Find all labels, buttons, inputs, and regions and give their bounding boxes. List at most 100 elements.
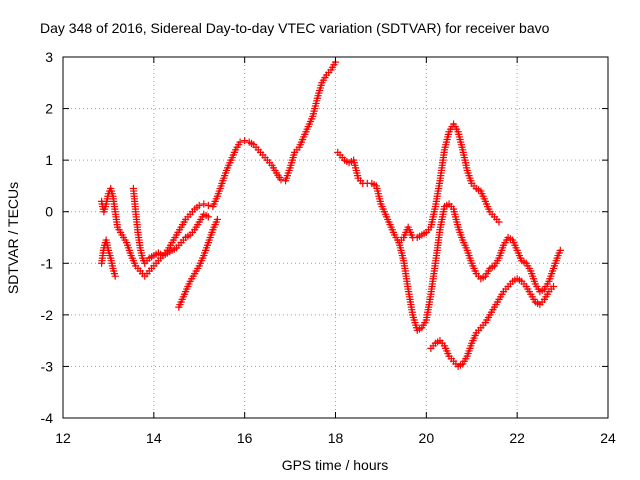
trace-mark xyxy=(166,241,175,249)
trace-mark xyxy=(467,257,475,265)
trace-mark xyxy=(321,74,329,82)
series-2-dense-trace xyxy=(98,239,119,278)
trace-mark xyxy=(147,264,156,273)
trace-mark xyxy=(208,228,216,236)
trace-mark xyxy=(484,267,493,275)
trace-mark xyxy=(370,181,378,189)
trace-mark xyxy=(474,326,483,334)
trace-mark xyxy=(221,169,230,177)
chart-title: Day 348 of 2016, Sidereal Day-to-day VTE… xyxy=(40,20,550,36)
trace-mark xyxy=(530,277,539,285)
trace-mark xyxy=(202,211,210,220)
trace-mark xyxy=(121,236,129,244)
trace-mark xyxy=(479,321,487,329)
y-tick-label: -3 xyxy=(41,358,54,374)
trace-mark xyxy=(261,153,269,162)
trace-mark xyxy=(525,264,533,273)
trace-mark xyxy=(467,342,475,350)
trace-mark xyxy=(444,349,452,358)
trace-mark xyxy=(199,254,207,262)
trace-mark xyxy=(453,125,461,133)
trace-mark xyxy=(330,61,338,69)
trace-mark xyxy=(434,338,442,346)
trace-mark xyxy=(338,153,346,162)
trace-mark xyxy=(226,159,234,167)
trace-mark xyxy=(431,205,439,213)
y-tick-labels: -4 -3 -2 -1 0 1 2 3 xyxy=(41,49,54,426)
trace-mark xyxy=(538,286,546,294)
y-tick-label: 3 xyxy=(45,49,53,65)
trace-mark xyxy=(456,361,464,369)
trace-mark xyxy=(420,230,428,238)
trace-mark xyxy=(543,280,552,288)
trace-mark xyxy=(161,250,169,258)
trace-mark xyxy=(247,139,256,147)
trace-mark xyxy=(170,245,178,253)
trace-mark xyxy=(399,254,407,262)
trace-mark xyxy=(285,166,293,175)
series-6-dense-trace xyxy=(396,201,563,333)
trace-mark xyxy=(110,270,119,278)
y-tick-label: -4 xyxy=(41,410,54,426)
trace-mark xyxy=(298,135,307,144)
trace-mark xyxy=(325,68,333,77)
trace-mark xyxy=(134,264,142,273)
trace-mark xyxy=(180,218,188,226)
trace-mark xyxy=(136,241,144,249)
series-5-dense-trace xyxy=(338,123,501,244)
x-tick-label: 16 xyxy=(237,430,253,446)
trace-mark xyxy=(488,263,496,271)
trace-mark xyxy=(194,264,202,273)
trace-mark xyxy=(412,324,421,332)
trace-mark xyxy=(480,195,488,203)
trace-mark xyxy=(421,318,429,327)
series-3 xyxy=(129,184,212,267)
trace-mark xyxy=(126,249,134,257)
trace-mark xyxy=(271,166,279,175)
trace-mark xyxy=(438,339,446,347)
trace-mark xyxy=(194,221,202,229)
trace-mark xyxy=(534,285,542,293)
trace-mark xyxy=(512,244,520,252)
y-tick-label: 0 xyxy=(45,204,53,220)
trace-mark xyxy=(293,146,301,154)
trace-mark xyxy=(493,257,502,265)
trace-mark xyxy=(143,270,151,278)
trace-mark xyxy=(134,226,142,234)
trace-mark xyxy=(485,205,493,213)
trace-mark xyxy=(506,280,514,288)
trace-mark xyxy=(353,172,362,180)
y-tick-label: -1 xyxy=(41,255,54,271)
trace-mark xyxy=(499,244,507,252)
trace-mark xyxy=(184,232,192,240)
trace-mark xyxy=(462,244,470,252)
trace-mark xyxy=(447,355,455,363)
trace-mark xyxy=(493,215,501,224)
grid xyxy=(63,57,608,418)
trace-mark xyxy=(101,202,109,211)
trace-mark xyxy=(530,295,538,303)
axis-ticks xyxy=(62,56,609,419)
trace-mark xyxy=(408,308,416,316)
trace-mark xyxy=(317,81,325,89)
trace-mark xyxy=(484,313,493,322)
trace-mark xyxy=(106,251,114,260)
trace-mark xyxy=(543,290,552,298)
trace-mark xyxy=(188,208,197,216)
trace-mark xyxy=(189,272,197,280)
trace-mark xyxy=(108,190,116,198)
trace-mark xyxy=(462,355,470,363)
trace-mark xyxy=(290,151,298,159)
trace-mark xyxy=(538,298,546,306)
trace-mark xyxy=(426,293,435,301)
trace-mark xyxy=(440,205,448,213)
trace-mark xyxy=(488,210,496,218)
trace-mark xyxy=(152,259,160,267)
trace-mark xyxy=(140,257,148,265)
trace-mark xyxy=(111,205,119,213)
trace-mark xyxy=(435,179,444,187)
trace-mark xyxy=(520,280,528,288)
trace-mark xyxy=(180,290,189,298)
trace-mark xyxy=(376,197,384,205)
trace-mark xyxy=(553,254,561,262)
